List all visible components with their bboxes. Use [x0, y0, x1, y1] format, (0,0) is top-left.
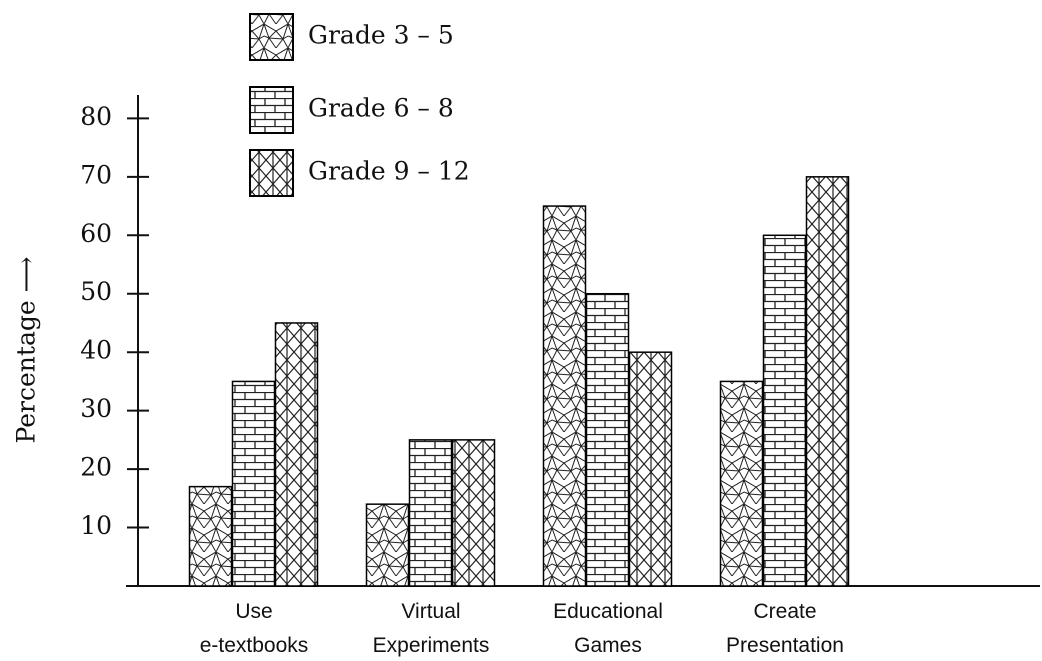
y-tick-label: 70	[80, 160, 112, 189]
bar	[274, 322, 319, 587]
y-tick-label: 50	[80, 277, 112, 306]
bar	[719, 380, 764, 587]
y-tick-label: 10	[80, 511, 112, 540]
legend-swatch	[249, 149, 294, 197]
y-tick-label: 20	[80, 453, 112, 482]
bar	[805, 176, 850, 587]
x-tick-label: Educational Games	[553, 600, 663, 657]
bar	[542, 205, 587, 587]
y-tick-label: 60	[80, 219, 112, 248]
bar	[188, 485, 233, 587]
legend-label: Grade 3 – 5	[308, 21, 454, 50]
bar	[628, 351, 673, 587]
legend-swatch	[249, 13, 294, 61]
y-tick-label: 40	[80, 336, 112, 365]
x-tick-label: Virtual Experiments	[373, 600, 490, 657]
bar	[365, 503, 410, 587]
bar	[408, 439, 453, 587]
bar	[451, 439, 496, 587]
y-tick-label: 80	[80, 102, 112, 131]
legend-label: Grade 6 – 8	[308, 94, 454, 123]
bar	[762, 234, 807, 587]
y-axis-label: Percentage ⟶	[12, 257, 41, 444]
bar	[231, 380, 276, 587]
legend-label: Grade 9 – 12	[308, 157, 470, 186]
x-tick-label: Create Presentation	[726, 600, 844, 657]
legend-swatch	[249, 86, 294, 134]
x-tick-label: Use e-textbooks	[200, 600, 309, 657]
bar	[585, 292, 630, 587]
y-tick-label: 30	[80, 394, 112, 423]
